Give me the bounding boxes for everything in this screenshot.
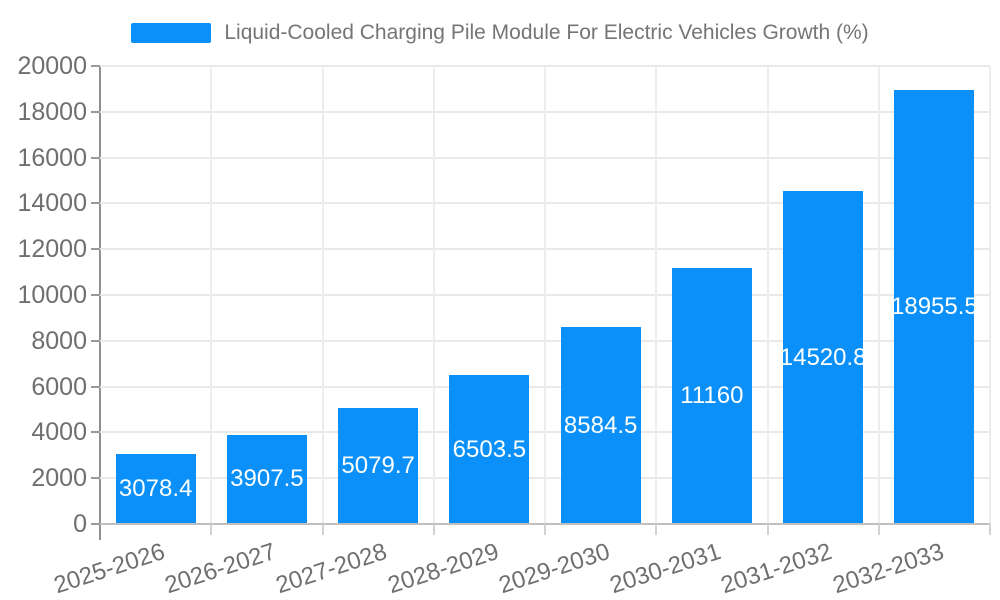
- legend-item[interactable]: Liquid-Cooled Charging Pile Module For E…: [0, 18, 1000, 48]
- x-tick-label: 2027-2028: [272, 538, 391, 600]
- y-axis-tick: [91, 202, 100, 205]
- x-axis-tick: [210, 524, 213, 535]
- y-axis-tick: [91, 523, 100, 525]
- x-axis-tick: [432, 524, 435, 535]
- x-tick-label: 2032-2033: [829, 538, 947, 600]
- v-gridline: [321, 66, 324, 524]
- y-tick-label: 10000: [17, 281, 87, 309]
- y-axis-tick: [91, 110, 100, 113]
- v-gridline: [544, 66, 546, 524]
- legend-swatch: [131, 23, 212, 43]
- y-tick-label: 16000: [17, 143, 87, 172]
- x-axis-tick: [877, 524, 880, 535]
- legend-label: Liquid-Cooled Charging Pile Module For E…: [224, 21, 869, 44]
- x-tick-label: 2025-2026: [50, 538, 168, 600]
- x-tick-label: 2030-2031: [606, 538, 725, 600]
- x-tick-label: 2031-2032: [717, 538, 836, 600]
- bar-value-label: 18955.5: [891, 292, 978, 320]
- plot-area: 3078.4 3907.5 5079.7 6503.5 8584.5 11160 14520…: [100, 65, 991, 524]
- v-gridline: [766, 66, 769, 524]
- y-tick-label: 12000: [17, 235, 87, 264]
- bar-value-label: 3907.5: [230, 465, 304, 493]
- y-axis-tick: [91, 248, 100, 251]
- bar-value-label: 14520.8: [779, 343, 867, 371]
- x-axis-tick: [989, 524, 991, 535]
- v-gridline: [210, 66, 213, 524]
- x-tick-label: 2029-2030: [495, 538, 613, 600]
- v-gridline: [989, 66, 991, 524]
- x-tick-label: 2028-2029: [384, 538, 502, 600]
- bar: 3078.4: [115, 453, 196, 524]
- x-axis-tick: [544, 524, 546, 535]
- x-axis-tick: [766, 524, 769, 535]
- y-axis-tick: [91, 339, 100, 342]
- y-tick-label: 20000: [17, 52, 87, 80]
- bar: 18955.5: [891, 89, 978, 524]
- y-axis-tick: [91, 385, 100, 388]
- bar-value-label: 3078.4: [118, 474, 193, 502]
- bar: 11160: [671, 268, 752, 524]
- x-axis-tick: [655, 524, 658, 535]
- y-tick-label: 8000: [31, 326, 87, 355]
- bar-value-label: 8584.5: [563, 411, 638, 439]
- bar-value-label: 11160: [680, 382, 744, 410]
- y-axis-tick: [91, 294, 100, 296]
- y-tick-label: 4000: [31, 418, 87, 447]
- bar: 8584.5: [560, 327, 641, 524]
- bar-value-label: 6503.5: [452, 435, 527, 463]
- y-tick-label: 0: [73, 510, 87, 538]
- x-axis-tick: [321, 524, 324, 535]
- y-tick-label: 18000: [17, 97, 87, 126]
- y-axis-tick: [91, 477, 100, 480]
- bar-value-label: 5079.7: [341, 451, 415, 479]
- y-axis-tick: [91, 156, 100, 159]
- y-axis-tick: [91, 65, 100, 67]
- y-axis-tick: [91, 431, 100, 434]
- bar: 14520.8: [780, 191, 867, 524]
- v-gridline: [432, 66, 435, 524]
- bar: 3907.5: [226, 434, 307, 524]
- x-tick-label: 2026-2027: [161, 538, 280, 600]
- v-gridline: [877, 66, 880, 524]
- y-tick-label: 6000: [31, 372, 87, 401]
- v-gridline: [655, 66, 658, 524]
- bar: 6503.5: [449, 375, 530, 524]
- y-tick-label: 2000: [31, 464, 87, 493]
- y-tick-label: 14000: [17, 189, 87, 218]
- bar: 5079.7: [338, 407, 419, 524]
- y-axis-line: [99, 66, 101, 540]
